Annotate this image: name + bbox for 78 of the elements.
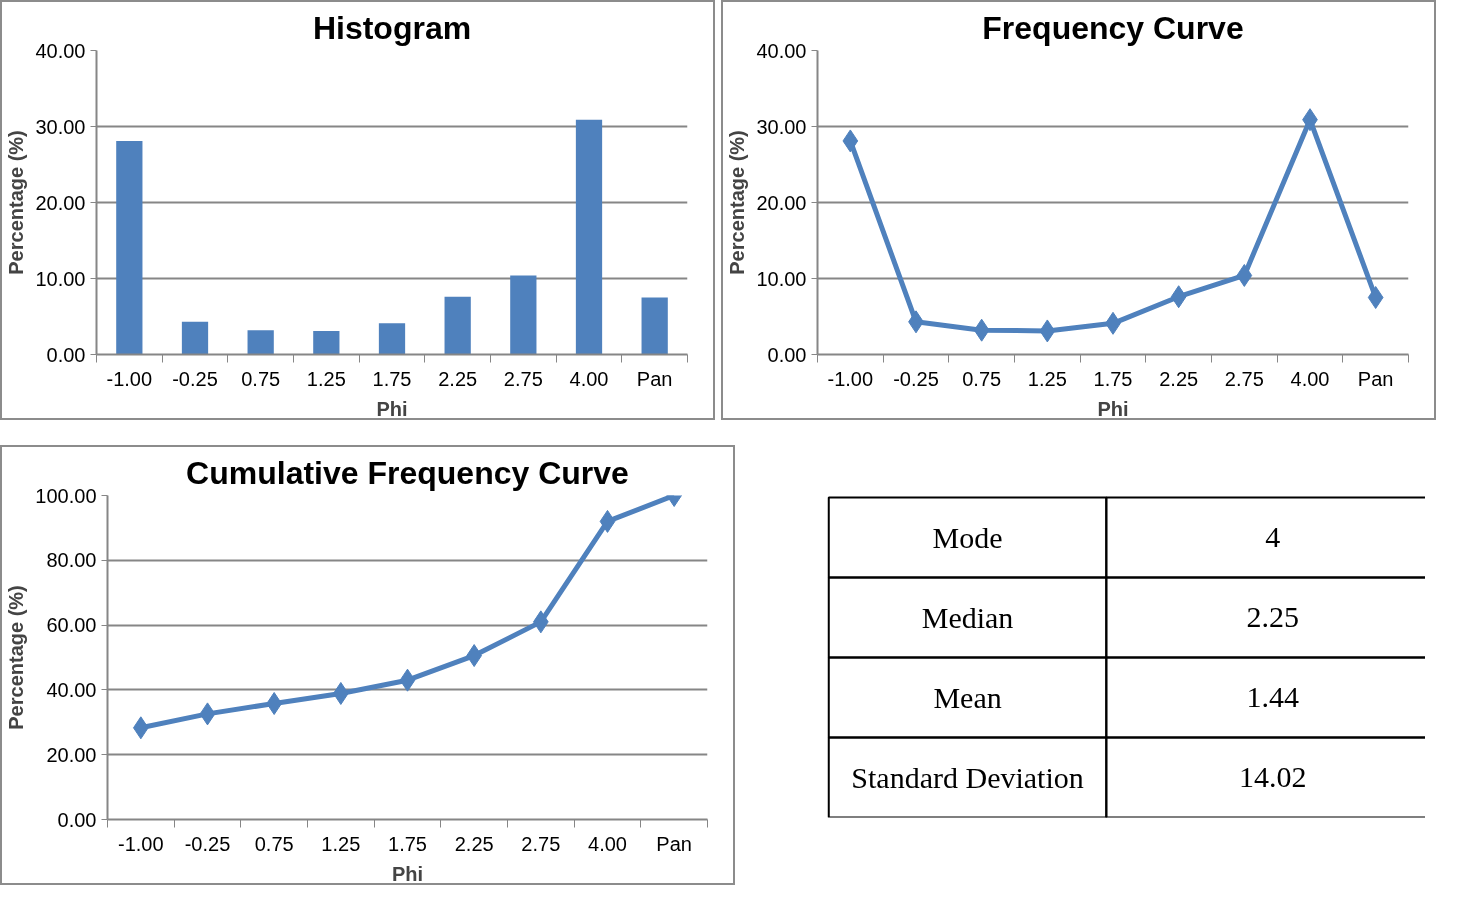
y-tick-label: 40.00 — [756, 39, 807, 62]
y-tick-label: 20.00 — [46, 743, 97, 766]
y-tick-label: 40.00 — [46, 678, 97, 701]
x-tick-label: 1.75 — [1093, 367, 1133, 390]
x-tick-label: 0.75 — [254, 832, 294, 855]
y-tick-label: 10.00 — [756, 267, 807, 290]
x-tick-label: Pan — [656, 832, 692, 855]
point — [399, 668, 416, 692]
x-tick-label: 2.75 — [1224, 367, 1264, 390]
x-tick-label: Pan — [636, 367, 673, 390]
x-tick-label: 2.75 — [521, 832, 561, 855]
x-axis-title: Phi — [1097, 397, 1129, 420]
bar — [575, 119, 603, 355]
x-tick-label: -0.25 — [184, 832, 231, 855]
y-tick-label: 40.00 — [35, 39, 86, 62]
x-tick-label: -0.25 — [893, 367, 939, 390]
x-tick-label: 0.75 — [241, 367, 281, 390]
x-tick-label: 2.25 — [1159, 367, 1199, 390]
data-label: 2.25 — [1246, 600, 1300, 633]
bar — [641, 297, 668, 355]
point — [599, 509, 616, 533]
y-tick-label: 100.00 — [35, 484, 97, 507]
data-label: 4 — [1265, 520, 1281, 553]
chart-title: Histogram — [312, 9, 472, 46]
x-tick-label: 2.25 — [438, 367, 478, 390]
x-tick-label: 1.25 — [1027, 367, 1067, 390]
x-tick-label: 2.25 — [454, 832, 494, 855]
x-tick-label: -1.00 — [118, 832, 164, 855]
x-tick-label: 0.75 — [962, 367, 1002, 390]
x-tick-label: 4.00 — [569, 367, 609, 390]
x-axis-title: Phi — [391, 862, 424, 885]
x-tick-label: -0.25 — [172, 367, 218, 390]
x-axis-title: Phi — [376, 397, 408, 420]
y-tick-label: 30.00 — [35, 115, 86, 138]
bar — [181, 321, 209, 355]
category-label: Mode — [932, 521, 1003, 554]
bar — [510, 275, 537, 355]
data-label: 1.44 — [1246, 680, 1300, 713]
bar — [247, 330, 274, 355]
y-tick-label: 20.00 — [756, 191, 807, 214]
category-label: Standard Deviation — [851, 761, 1084, 794]
bar — [444, 296, 471, 355]
x-tick-label: -1.00 — [827, 367, 874, 390]
y-tick-label: 30.00 — [756, 115, 807, 138]
point — [1039, 319, 1056, 343]
x-tick-label: Pan — [1357, 367, 1394, 390]
chart-title: Cumulative Frequency Curve — [186, 454, 629, 491]
data-label: 14.02 — [1239, 760, 1307, 793]
x-tick-label: 1.25 — [306, 367, 346, 390]
x-tick-label: -1.00 — [106, 367, 153, 390]
y-tick-label: 20.00 — [35, 191, 86, 214]
bar — [378, 323, 406, 355]
category-label: Median — [921, 601, 1014, 634]
x-tick-label: 4.00 — [588, 832, 627, 855]
point — [1170, 285, 1187, 309]
x-tick-label: 1.75 — [372, 367, 412, 390]
y-axis-title: Percentage (%) — [5, 130, 28, 275]
y-axis-title: Percentage (%) — [5, 585, 28, 730]
bar — [116, 140, 143, 355]
y-tick-label: 60.00 — [46, 614, 97, 637]
x-tick-label: 4.00 — [1290, 367, 1330, 390]
y-tick-label: 0.00 — [57, 808, 97, 831]
y-axis-title: Percentage (%) — [726, 130, 749, 275]
bar — [313, 330, 340, 355]
point — [1236, 263, 1253, 287]
category-label: Mean — [933, 681, 1002, 714]
x-tick-label: 1.25 — [321, 832, 361, 855]
y-tick-label: 80.00 — [46, 549, 97, 572]
y-tick-label: 0.00 — [46, 343, 86, 366]
point — [973, 318, 990, 342]
y-tick-label: 10.00 — [35, 267, 86, 290]
chart-title: Frequency Curve — [982, 9, 1244, 46]
y-tick-label: 0.00 — [767, 343, 807, 366]
point — [842, 129, 859, 153]
x-tick-label: 2.75 — [503, 367, 543, 390]
point — [199, 702, 216, 726]
point — [1367, 286, 1384, 309]
x-tick-label: 1.75 — [388, 832, 427, 855]
